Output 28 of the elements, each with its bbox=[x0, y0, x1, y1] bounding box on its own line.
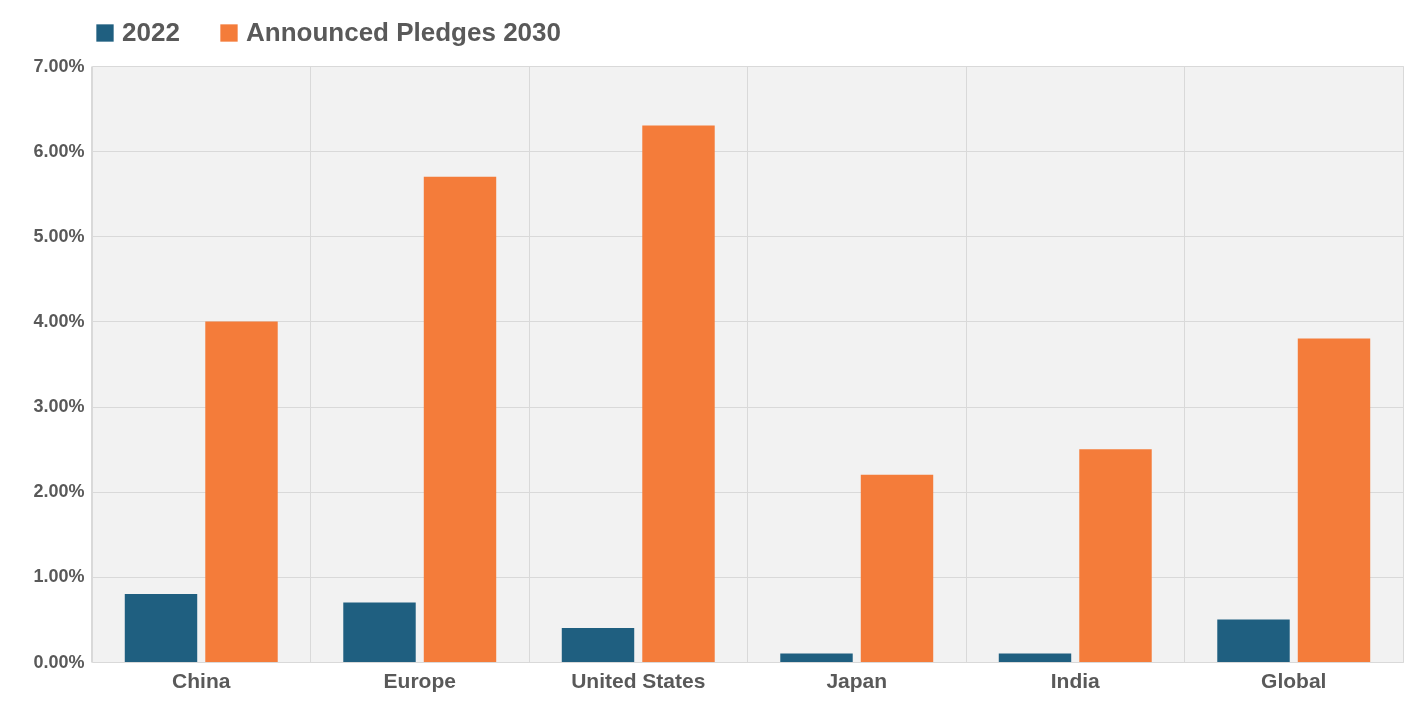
y-tick-label: 2.00% bbox=[33, 481, 85, 502]
y-tick-label: 3.00% bbox=[33, 396, 85, 417]
x-tick-label: United States bbox=[571, 668, 706, 692]
x-tick-label: Europe bbox=[383, 668, 456, 692]
bar bbox=[343, 602, 416, 662]
x-tick-label: Global bbox=[1261, 668, 1327, 692]
bar bbox=[423, 176, 497, 662]
x-tick-label: India bbox=[1050, 668, 1101, 692]
bar bbox=[642, 125, 715, 662]
y-tick-label: 5.00% bbox=[33, 225, 85, 246]
x-tick-label: China bbox=[172, 668, 231, 692]
bar bbox=[205, 321, 278, 662]
bar bbox=[860, 474, 934, 662]
y-tick-label: 1.00% bbox=[33, 566, 85, 587]
legend-label: Announced Pledges 2030 bbox=[246, 17, 561, 47]
bar bbox=[1079, 449, 1152, 662]
bar bbox=[1217, 619, 1290, 662]
y-tick-label: 0.00% bbox=[33, 651, 85, 672]
bar bbox=[780, 653, 853, 662]
x-tick-label: Japan bbox=[826, 668, 888, 692]
bar bbox=[1297, 338, 1371, 662]
legend-label: 2022 bbox=[122, 17, 180, 47]
bar bbox=[561, 627, 635, 662]
y-tick-label: 6.00% bbox=[33, 140, 85, 161]
bar bbox=[124, 593, 198, 662]
y-tick-label: 4.00% bbox=[33, 310, 85, 331]
y-tick-label: 7.00% bbox=[33, 55, 85, 76]
bar bbox=[998, 653, 1072, 662]
